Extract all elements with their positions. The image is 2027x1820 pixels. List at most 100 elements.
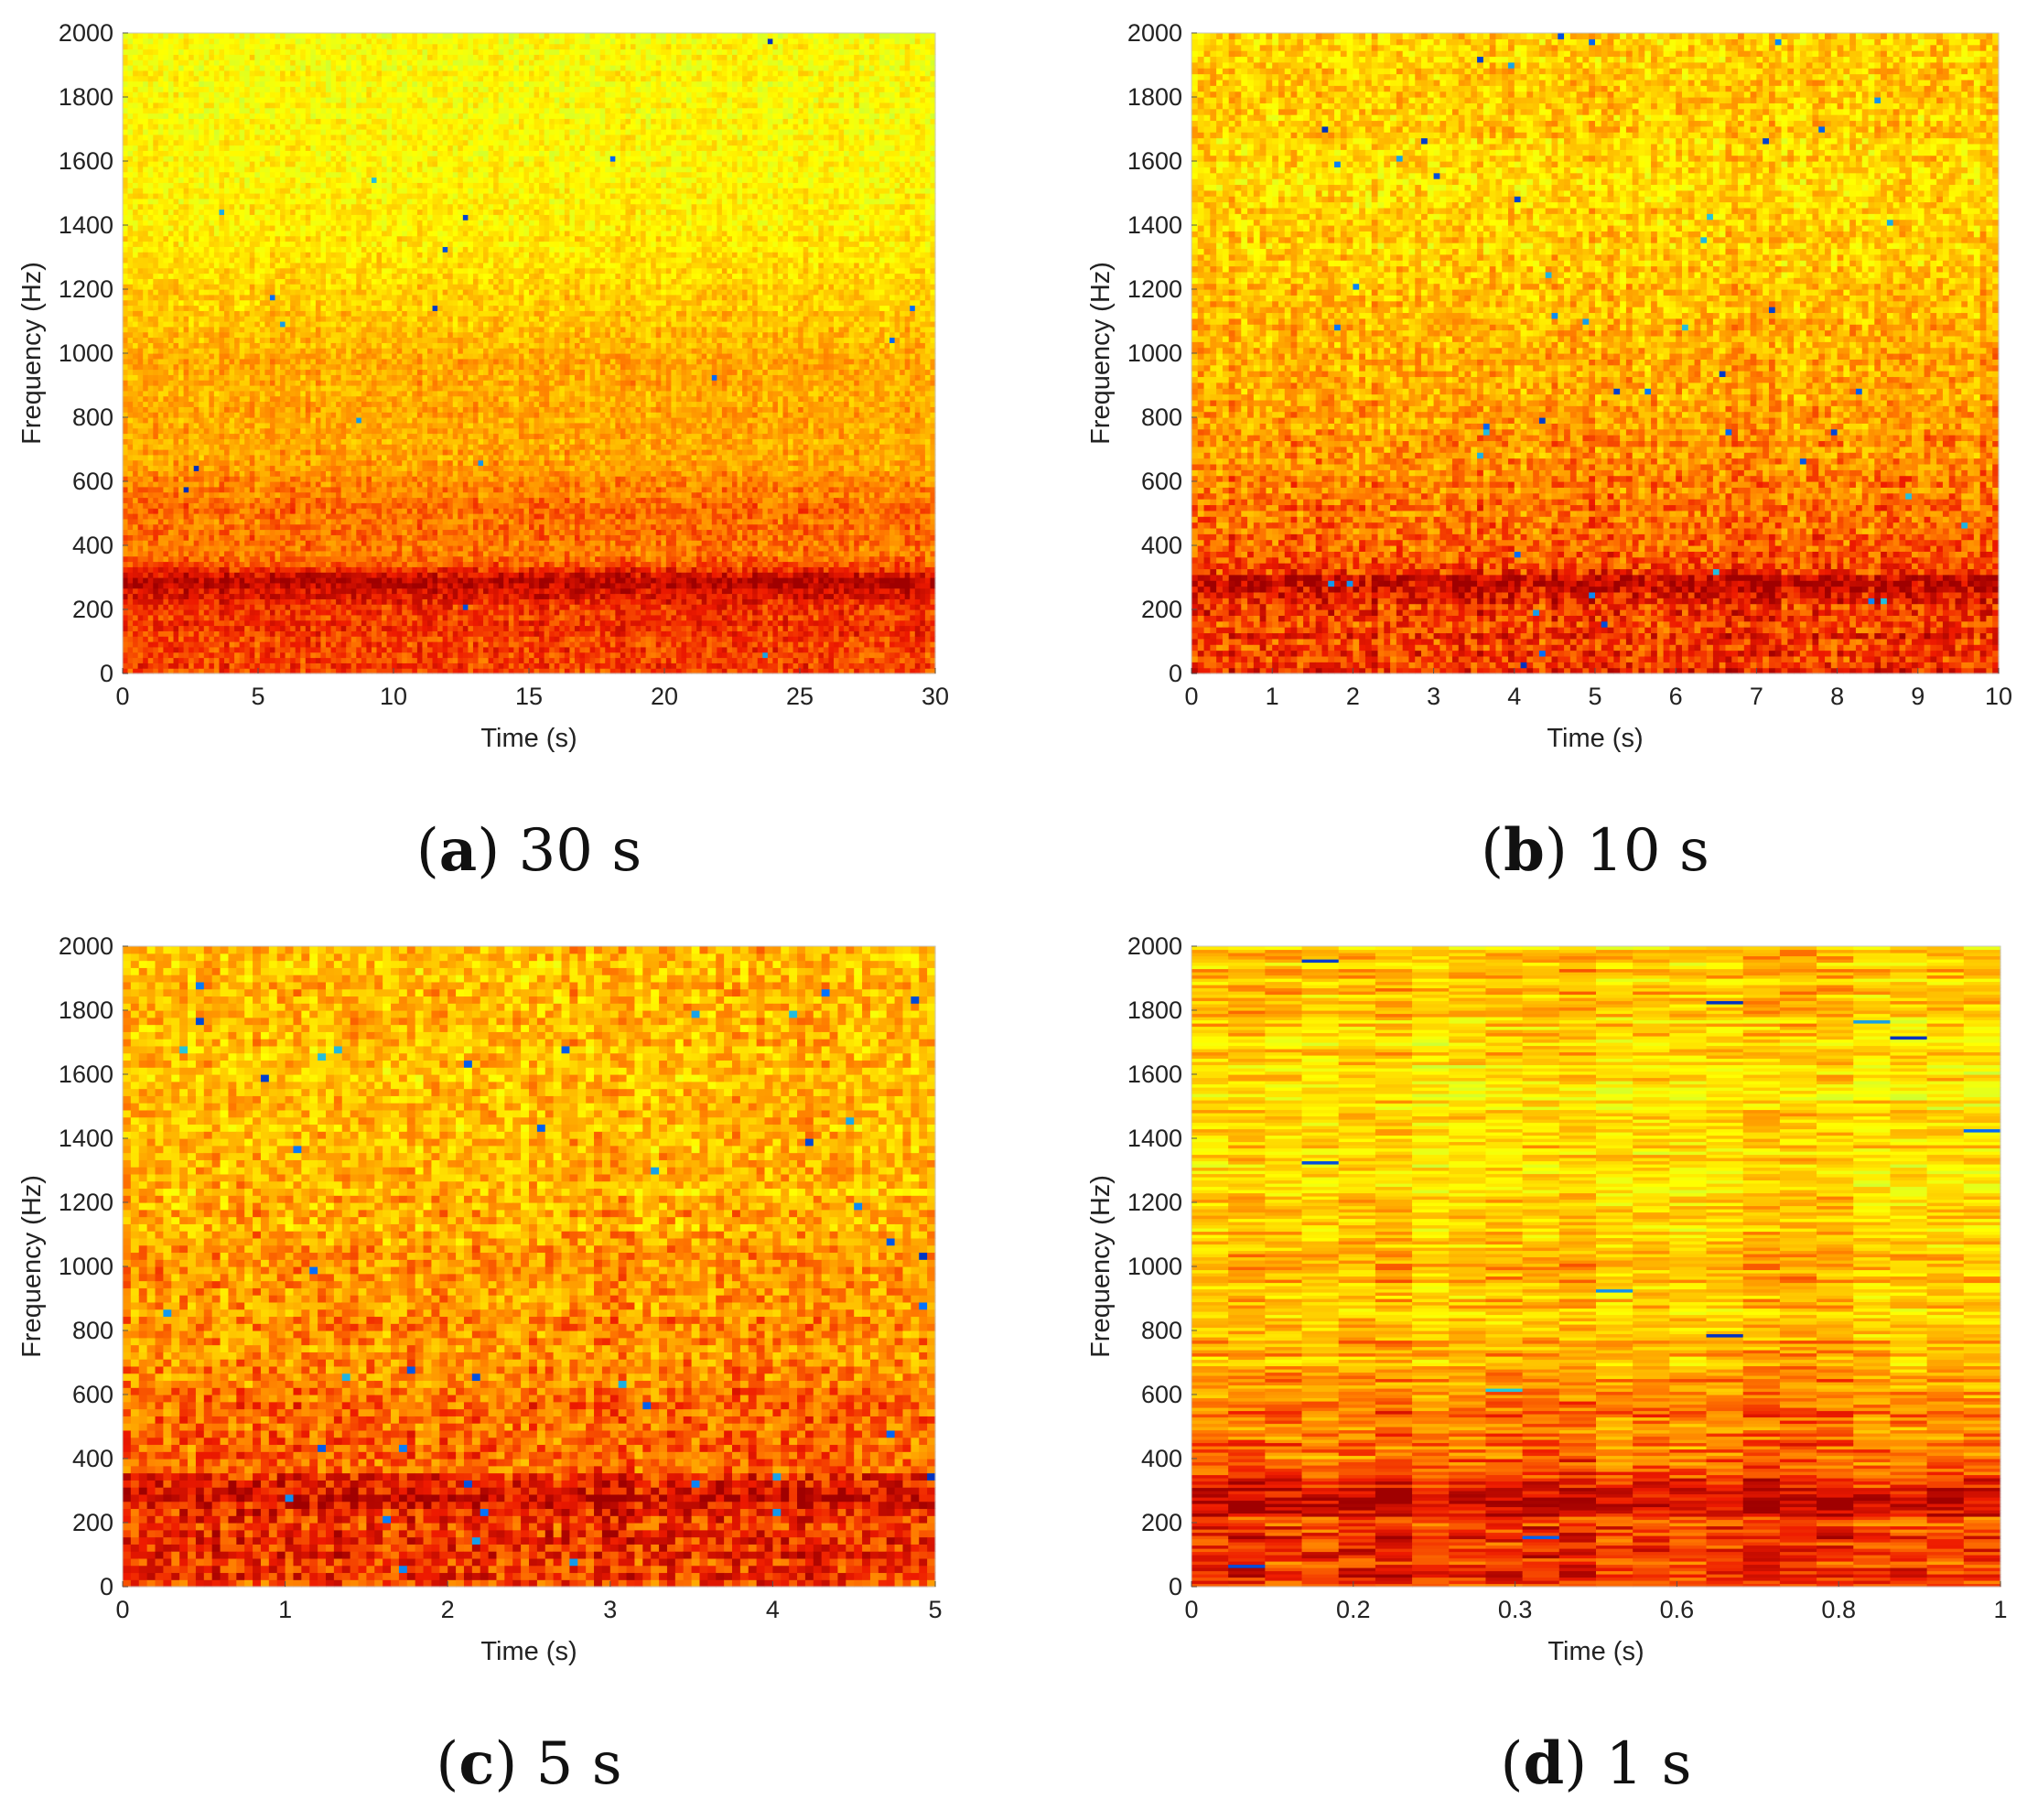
heatmap-cell [163,124,168,129]
heatmap-cell [163,342,168,348]
heatmap-cell [234,108,240,113]
heatmap-cell [133,652,138,658]
heatmap-cell [224,566,230,572]
heatmap-cell [143,86,148,92]
heatmap-cell [254,502,260,508]
heatmap-cell [264,434,270,439]
heatmap-cell [143,167,148,172]
heatmap-cell [128,178,134,183]
heatmap-cell [254,33,260,38]
heatmap-cell [138,380,144,385]
heatmap-cell [153,428,158,434]
heatmap-cell [133,316,138,321]
heatmap-cell [163,353,168,359]
heatmap-cell [158,519,164,524]
heatmap-cell [260,97,265,102]
heatmap-cell [143,81,148,87]
heatmap-cell [240,374,245,380]
heatmap-cell [214,231,220,236]
heatmap-cell [184,636,189,641]
heatmap-cell [244,193,250,199]
heatmap-cell [158,33,164,38]
heatmap-cell [143,220,148,225]
heatmap-cell [148,647,154,652]
heatmap-cell [224,242,230,247]
heatmap-cell [123,641,128,647]
heatmap-cell [153,268,158,274]
heatmap-cell [240,321,245,327]
heatmap-cell [260,513,265,519]
heatmap-cell [123,246,128,252]
heatmap-cell [214,658,220,663]
heatmap-cell [158,263,164,268]
heatmap-cell [143,210,148,215]
heatmap-cell [158,156,164,161]
heatmap-cell [204,364,210,370]
heatmap-cell [153,460,158,466]
heatmap-cell [254,300,260,306]
heatmap-cell [178,434,184,439]
heatmap-cell [178,470,184,476]
heatmap-cell [264,172,270,178]
heatmap-cell [254,242,260,247]
heatmap-cell [214,588,220,594]
heatmap-cell [199,268,204,274]
heatmap-cell [163,380,168,385]
heatmap-cell [240,220,245,225]
heatmap-cell [168,38,174,44]
heatmap-cell [163,59,168,65]
heatmap-cell [189,396,194,402]
heatmap-cell [264,562,270,567]
heatmap-cell [270,594,275,599]
heatmap-cell [189,306,194,311]
heatmap-cell [128,150,134,156]
heatmap-cell [209,204,214,210]
heatmap-cell [178,204,184,210]
heatmap-cell [219,572,224,577]
heatmap-cell [168,402,174,407]
heatmap-cell [123,636,128,641]
heatmap-cell [194,278,199,284]
heatmap-cell [264,263,270,268]
heatmap-cell [270,519,275,524]
heatmap-cell [254,498,260,503]
heatmap-cell [250,124,255,129]
heatmap-cell [219,641,224,647]
heatmap-cell [153,359,158,364]
heatmap-cell [174,44,179,49]
heatmap-cell [184,86,189,92]
heatmap-cell [158,289,164,295]
heatmap-cell [153,636,158,641]
heatmap-cell [250,545,255,551]
heatmap-cell [234,434,240,439]
heatmap-cell [260,210,265,215]
heatmap-cell [163,225,168,231]
heatmap-cell [209,70,214,76]
heatmap-cell [143,182,148,188]
heatmap-cell [148,449,154,455]
heatmap-cell [209,385,214,391]
heatmap-cell [184,524,189,530]
heatmap-cell [158,530,164,535]
heatmap-cell [254,481,260,487]
heatmap-cell [199,583,204,588]
heatmap-cell [153,626,158,631]
heatmap-cell [148,615,154,620]
heatmap-cell [194,572,199,577]
heatmap-cell [194,289,199,295]
heatmap-cell [234,210,240,215]
heatmap-cell [123,289,128,295]
heatmap-cell [234,502,240,508]
heatmap-cell [199,652,204,658]
heatmap-cell [148,108,154,113]
heatmap-cell [174,417,179,423]
heatmap-cell [184,167,189,172]
heatmap-cell [264,492,270,498]
heatmap-cell [163,92,168,97]
heatmap-cell [153,220,158,225]
heatmap-cell [184,658,189,663]
heatmap-cell [194,417,199,423]
heatmap-cell [178,487,184,492]
heatmap-cell [153,210,158,215]
heatmap-cell [199,321,204,327]
